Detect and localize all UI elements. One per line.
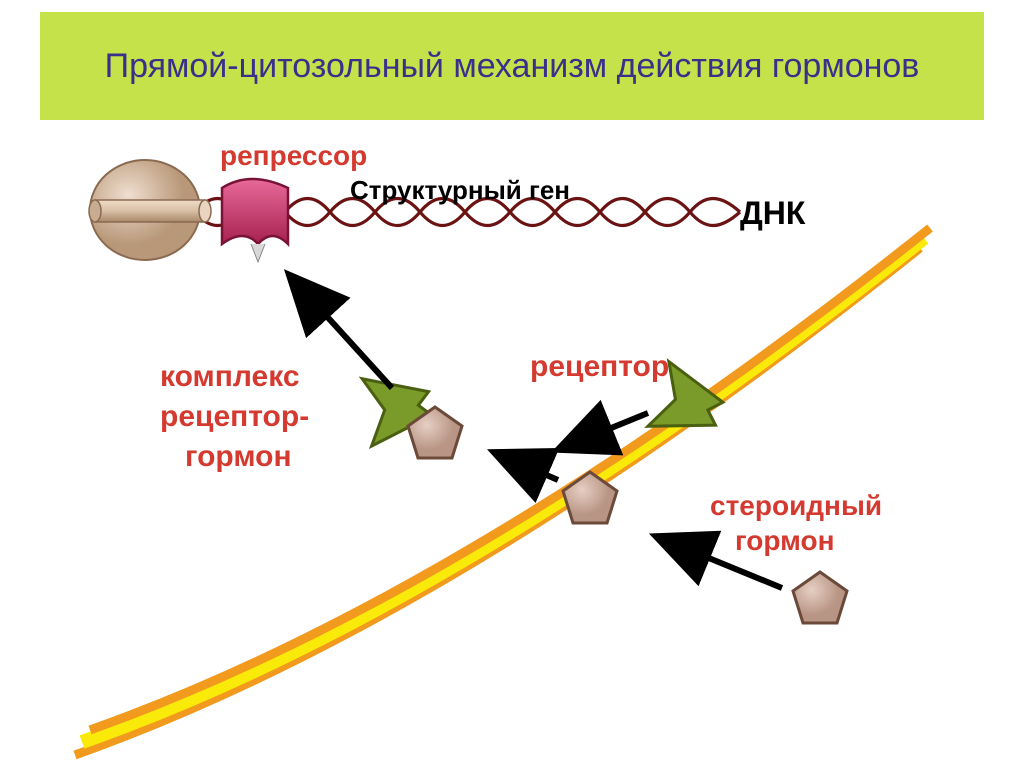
- label-complex-line2: рецептор-: [160, 400, 309, 434]
- label-structural-gene: Структурный ген: [350, 175, 570, 206]
- arrows: [292, 278, 782, 588]
- label-complex-line1: комплекс: [160, 360, 300, 394]
- label-repressor: репрессор: [220, 140, 367, 172]
- label-steroid-line1: стероидный: [710, 490, 882, 522]
- repressor-protein: [222, 179, 288, 262]
- label-dna: ДНК: [740, 195, 805, 232]
- hormone-outside: [793, 572, 847, 623]
- label-receptor: рецептор: [530, 350, 669, 384]
- diagram-canvas: [0, 0, 1024, 768]
- dna-cylinder: [89, 200, 211, 222]
- label-steroid-line2: гормон: [735, 525, 835, 557]
- label-complex-line3: гормон: [185, 440, 292, 474]
